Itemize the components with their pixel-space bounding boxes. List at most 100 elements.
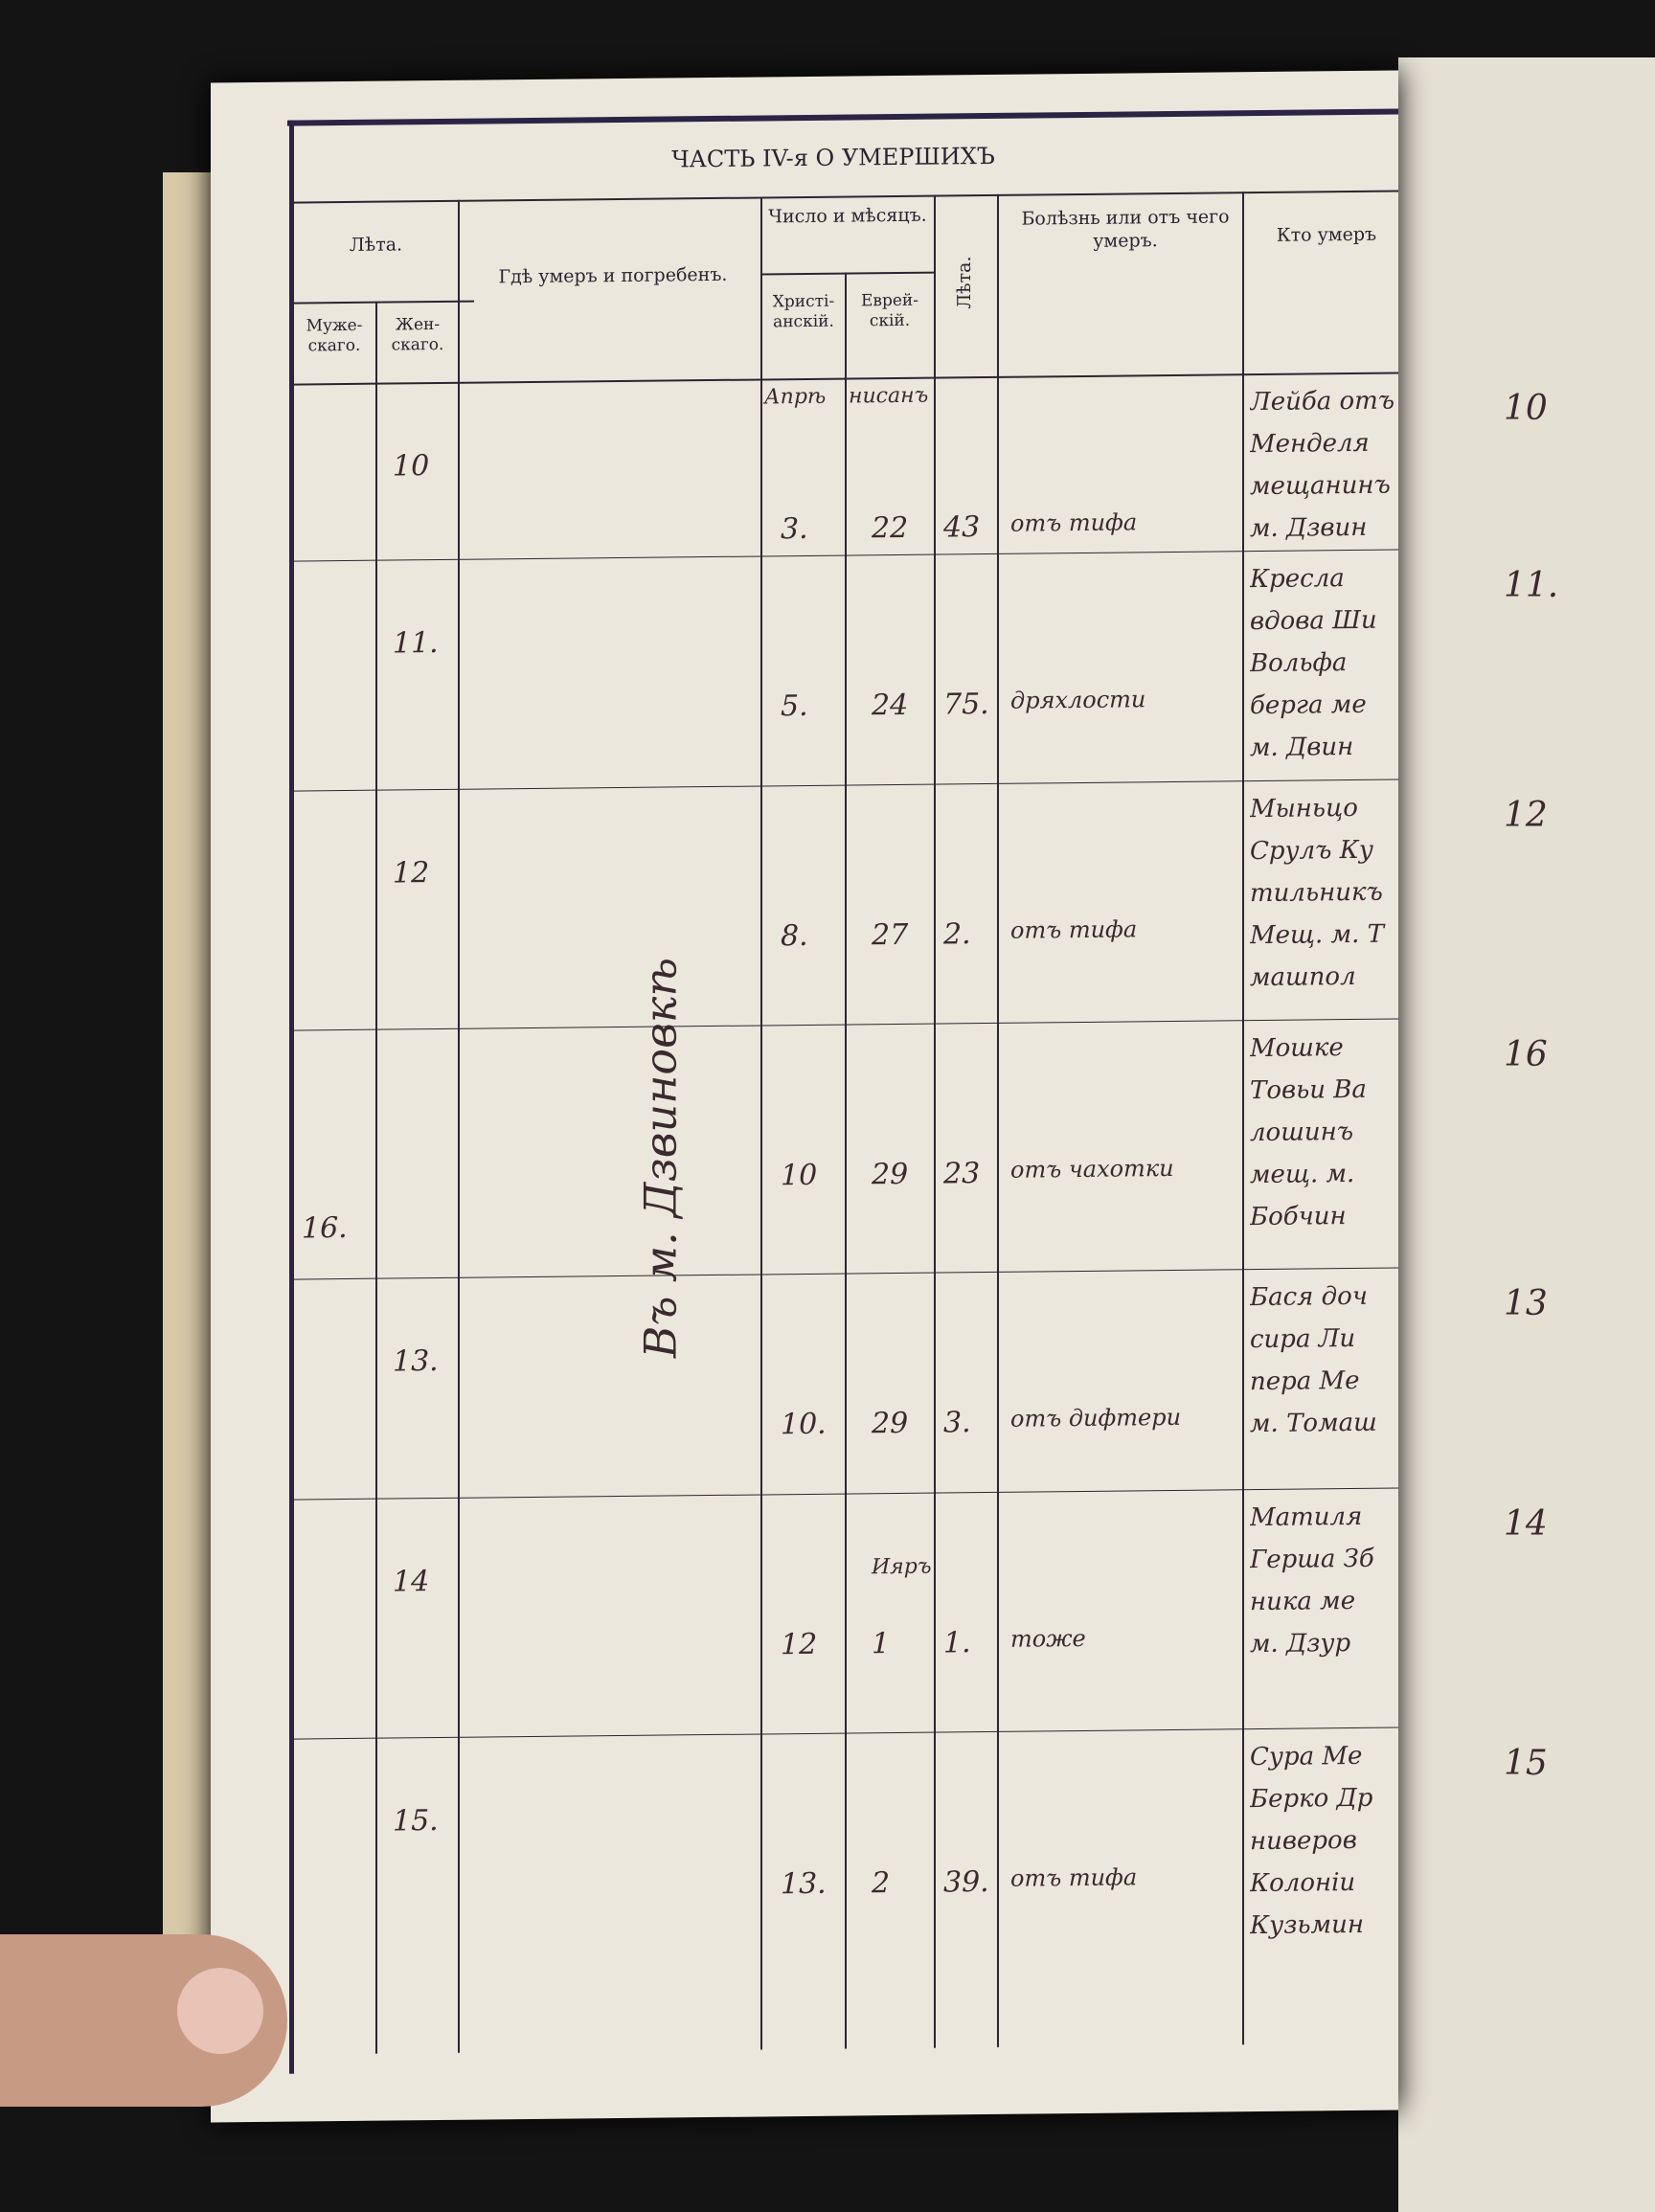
who-line: мещанинъ bbox=[1250, 470, 1391, 502]
cell-who: Сура Ме Берко Др ниверов Колоніи Кузьмин bbox=[1250, 1734, 1441, 1947]
who-line: ника ме bbox=[1250, 1586, 1356, 1617]
who-line: Колоніи bbox=[1250, 1867, 1356, 1899]
who-line: берга ме bbox=[1250, 689, 1367, 721]
cell-age: 2. bbox=[943, 917, 971, 952]
cell-age: 43 bbox=[943, 510, 981, 545]
header-age: Лѣта. bbox=[349, 234, 403, 256]
top-rule bbox=[287, 108, 1398, 126]
who-line: мещ. м. bbox=[1250, 1159, 1355, 1190]
cell-jewish: 22 bbox=[872, 510, 909, 546]
who-line: Бася доч bbox=[1250, 1281, 1368, 1313]
who-line: м. Двин bbox=[1250, 732, 1354, 763]
cell-who: Матиля Герша Зб ника ме м. Дзур bbox=[1250, 1495, 1441, 1665]
header-jewish: Еврей-скій. bbox=[861, 290, 918, 331]
right-entry-number: 10 bbox=[1504, 389, 1548, 428]
cell-female: 14 bbox=[393, 1565, 430, 1599]
cell-who: Кресла вдова Ши Вольфа берга ме м. Двин bbox=[1250, 556, 1441, 769]
who-line: м. Дзур bbox=[1250, 1629, 1351, 1659]
cell-jewish: 27 bbox=[872, 917, 909, 953]
month-jewish-row6: Ияръ bbox=[872, 1554, 932, 1580]
cell-jewish: 24 bbox=[872, 688, 909, 723]
who-line: Бобчин bbox=[1250, 1202, 1347, 1232]
cell-christian: 3. bbox=[781, 511, 808, 547]
header-who: Кто умеръ bbox=[1276, 223, 1377, 246]
header-date: Число и мѣсяцъ. bbox=[768, 204, 927, 228]
place-vertical: Въ м. Дзвиновкѣ bbox=[634, 957, 687, 1359]
cell-who: Лейба отъ Менделя мещанинъ м. Дзвин bbox=[1250, 379, 1441, 550]
col-rule bbox=[760, 196, 762, 2050]
cell-christian: 8. bbox=[781, 918, 808, 954]
col-rule bbox=[1242, 192, 1244, 2045]
who-line: Товьи Ва bbox=[1250, 1074, 1367, 1106]
who-line: тильникъ bbox=[1250, 877, 1383, 909]
cell-female: 13. bbox=[393, 1344, 439, 1379]
who-line: Вольфа bbox=[1250, 648, 1348, 679]
who-line: Кресла bbox=[1250, 564, 1345, 595]
who-line: ниверов bbox=[1250, 1825, 1357, 1857]
who-line: Лейба отъ bbox=[1250, 386, 1395, 418]
col-rule bbox=[934, 194, 936, 2048]
who-line: Мыньцо bbox=[1250, 793, 1358, 824]
who-line: пера Ме bbox=[1250, 1366, 1360, 1397]
page-title: ЧАСТЬ IV-я О УМЕРШИХЪ bbox=[671, 142, 995, 173]
col-rule bbox=[997, 193, 999, 2047]
who-line: Менделя bbox=[1250, 428, 1370, 460]
right-entry-number: 15 bbox=[1504, 1744, 1548, 1783]
cell-age: 3. bbox=[943, 1406, 971, 1440]
who-line: лошинъ bbox=[1250, 1117, 1354, 1148]
who-line: м. Дзвин bbox=[1250, 512, 1368, 544]
header-female: Жен-скаго. bbox=[391, 314, 444, 355]
cell-female: 12 bbox=[393, 856, 430, 891]
cell-christian: 10. bbox=[781, 1407, 827, 1442]
who-line: Срулъ Ку bbox=[1250, 835, 1373, 867]
who-line: вдова Ши bbox=[1250, 605, 1377, 637]
cell-cause: дряхлости bbox=[1010, 686, 1146, 714]
who-line: сира Ли bbox=[1250, 1323, 1356, 1355]
cell-jewish: 29 bbox=[872, 1157, 909, 1192]
cell-cause: отъ тифа bbox=[1010, 915, 1138, 944]
cell-christian: 13. bbox=[781, 1866, 827, 1902]
cell-age: 23 bbox=[943, 1157, 981, 1191]
col-rule bbox=[458, 199, 460, 2053]
header-age2: Лѣта. bbox=[954, 256, 976, 309]
table-row: 10 3. 22 43 отъ тифа Лейба отъ Менделя мещанинъ… bbox=[211, 71, 1398, 547]
cell-female: 10 bbox=[393, 449, 430, 484]
header-christian: Христі-анскій. bbox=[772, 291, 835, 332]
cell-who: Мошке Товьи Ва лошинъ мещ. м. Бобчин bbox=[1250, 1026, 1441, 1238]
date-sub-rule bbox=[761, 271, 934, 276]
table-row: 15. 13. 2 39. отъ тифа Сура Ме Берко Др ниверов… bbox=[211, 71, 1398, 1940]
cell-age: 1. bbox=[943, 1626, 971, 1660]
cell-jewish: 2 bbox=[872, 1866, 891, 1901]
who-line: м. Томаш bbox=[1250, 1408, 1377, 1439]
cell-cause: отъ дифтери bbox=[1010, 1403, 1182, 1433]
left-rule bbox=[289, 120, 294, 2074]
cell-male: 16. bbox=[302, 1210, 348, 1246]
cell-christian: 10 bbox=[781, 1158, 818, 1193]
cell-christian: 12 bbox=[781, 1627, 818, 1662]
table-row: 14 12 1 1. тоже Матиля Герша Зб ника ме м. Дзур bbox=[211, 71, 1398, 1661]
header-male: Муже-скаго. bbox=[306, 315, 363, 356]
col-rule bbox=[845, 272, 847, 2049]
cell-who: Бася доч сира Ли пера Ме м. Томаш bbox=[1250, 1275, 1441, 1445]
table-row: 16. 10 29 23 отъ чахотки Мошке Товьи Ва лошинъ м… bbox=[211, 71, 1398, 1245]
register-page: ЧАСТЬ IV-я О УМЕРШИХЪ Лѣта. Муже-скаго. … bbox=[211, 70, 1398, 2123]
who-line: машпол bbox=[1250, 961, 1356, 993]
cell-age: 75. bbox=[943, 687, 989, 722]
cell-cause: отъ чахотки bbox=[1010, 1154, 1174, 1184]
month-jewish: нисанъ bbox=[849, 383, 929, 409]
right-entry-number: 14 bbox=[1504, 1504, 1548, 1544]
cell-jewish: 29 bbox=[872, 1406, 909, 1441]
header-place: Гдѣ умеръ и погребенъ. bbox=[498, 263, 728, 288]
who-line: Берко Др bbox=[1250, 1783, 1373, 1815]
cell-age: 39. bbox=[943, 1864, 989, 1900]
right-entry-number: 12 bbox=[1504, 796, 1548, 835]
right-entry-number: 13 bbox=[1504, 1284, 1548, 1323]
table-row: 12 8. 27 2. отъ тифа Мыньцо Срулъ Ку тильникъ Ме… bbox=[211, 71, 1398, 992]
table-row: 11. 5. 24 75. дряхлости Кресла вдова Ши Вольфа б… bbox=[211, 71, 1398, 762]
table-row: 13. 10. 29 3. отъ дифтери Бася доч сира Ли пера… bbox=[211, 71, 1398, 1441]
cell-who: Мыньцо Срулъ Ку тильникъ Мещ. м. Т машпол bbox=[1250, 786, 1441, 999]
who-line: Мещ. м. Т bbox=[1250, 919, 1384, 951]
right-entry-number: 16 bbox=[1504, 1035, 1548, 1074]
who-line: Мошке bbox=[1250, 1033, 1344, 1064]
cell-christian: 5. bbox=[781, 688, 808, 724]
